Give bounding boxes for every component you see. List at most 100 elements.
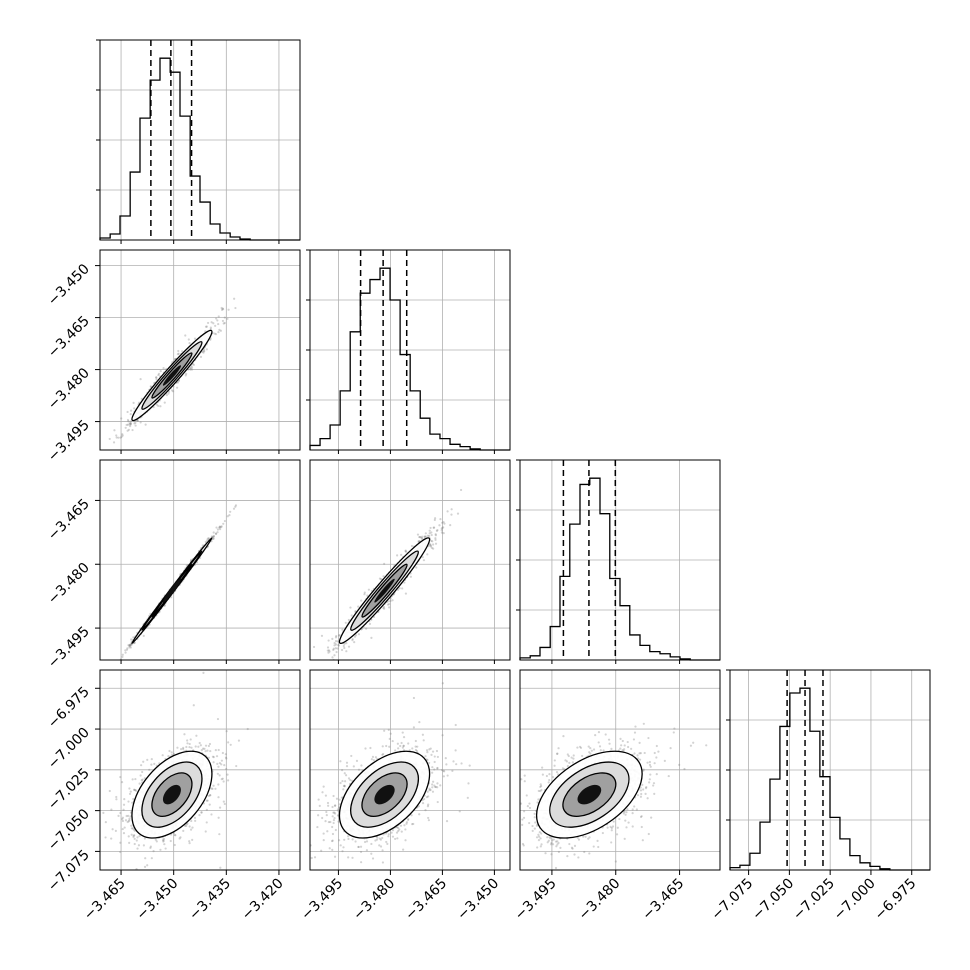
scatter-point: [131, 428, 134, 432]
scatter-point: [132, 870, 134, 872]
histogram-panel-3: [726, 669, 931, 871]
scatter-point: [121, 433, 124, 436]
histogram-step-line: [309, 267, 510, 451]
scatter-point: [343, 646, 346, 650]
scatter-point: [218, 526, 221, 529]
scatter-point: [429, 526, 432, 530]
scatter-point: [164, 847, 167, 850]
scatter-point: [184, 824, 187, 827]
scatter-point: [225, 730, 228, 733]
scatter-point: [212, 535, 215, 539]
scatter-point: [212, 322, 215, 325]
scatter-point: [136, 847, 139, 850]
scatter-point: [186, 739, 189, 742]
scatter-point: [190, 368, 194, 371]
scatter-point: [216, 762, 219, 765]
scatter-point: [143, 837, 146, 840]
scatter-point: [150, 763, 153, 766]
scatter-point: [235, 764, 238, 768]
scatter-point: [206, 539, 209, 542]
scatter-point: [338, 634, 341, 637]
scatter-point: [192, 704, 195, 707]
scatter-point: [187, 338, 190, 341]
scatter-point: [114, 829, 117, 833]
scatter-point: [345, 642, 348, 645]
scatter-point: [432, 526, 436, 529]
histogram-step-line: [729, 687, 930, 871]
scatter-point: [170, 389, 174, 392]
scatter-point: [172, 752, 175, 755]
scatter-point: [214, 333, 218, 336]
scatter-point: [120, 435, 123, 438]
scatter-point: [177, 379, 181, 382]
axes-frame: [99, 249, 301, 451]
scatter-point: [170, 751, 173, 754]
scatter-point: [133, 641, 136, 644]
scatter-point: [320, 634, 324, 637]
scatter-point: [168, 749, 171, 753]
scatter-point: [226, 773, 229, 776]
scatter-point: [184, 374, 187, 377]
scatter-point: [388, 603, 391, 606]
scatter-point: [182, 746, 185, 749]
scatter-point: [134, 424, 137, 427]
scatter-point: [149, 845, 152, 848]
scatter-point: [129, 413, 132, 416]
scatter-point: [131, 778, 134, 781]
scatter-point: [327, 660, 329, 662]
scatter-point: [215, 755, 219, 758]
scatter-point: [218, 528, 222, 531]
scatter-point: [218, 774, 221, 777]
scatter-point: [162, 839, 165, 842]
scatter-point: [246, 727, 249, 731]
scatter-point: [337, 643, 340, 647]
scatter-point: [221, 751, 224, 755]
scatter-point: [119, 841, 122, 844]
scatter-point: [178, 837, 181, 840]
scatter-point: [176, 381, 180, 384]
scatter-point: [129, 644, 132, 648]
scatter-point: [185, 372, 188, 375]
scatter-point: [220, 526, 223, 529]
scatter-point: [295, 700, 297, 702]
scatter-point: [228, 513, 231, 517]
scatter-point: [421, 555, 424, 559]
scatter-point: [234, 504, 238, 507]
scatter-point: [334, 647, 337, 650]
scatter-point: [139, 378, 142, 381]
scatter-point: [122, 803, 126, 806]
scatter-point: [370, 636, 373, 639]
scatter-point: [188, 840, 191, 843]
scatter-point: [220, 306, 223, 310]
scatter-point: [140, 764, 143, 767]
density-core: [162, 784, 181, 805]
scatter-point: [136, 836, 139, 839]
scatter-point: [124, 426, 127, 429]
scatter-point: [207, 744, 210, 748]
scatter-point: [132, 636, 135, 639]
scatter-point: [210, 813, 213, 816]
scatter-point: [130, 827, 133, 830]
scatter-point: [174, 834, 177, 837]
scatter-point: [220, 759, 224, 762]
scatter-point: [159, 405, 162, 408]
scatter-point: [423, 535, 427, 539]
scatter-point: [133, 422, 136, 425]
scatter-point: [128, 817, 131, 820]
histogram-step-line: [519, 477, 720, 661]
scatter-point: [128, 643, 131, 646]
scatter-point: [127, 800, 130, 803]
scatter-point: [177, 349, 180, 353]
scatter-point: [212, 535, 215, 538]
scatter-point: [441, 526, 444, 529]
scatter-point: [431, 540, 434, 543]
scatter-point: [434, 542, 438, 545]
scatter-panel-1-3: [309, 669, 511, 871]
scatter-point: [173, 833, 176, 837]
scatter-point: [161, 754, 164, 757]
scatter-point: [167, 392, 170, 395]
scatter-point: [107, 673, 109, 675]
scatter-point: [223, 519, 226, 523]
scatter-point: [303, 698, 305, 700]
scatter-points: [108, 297, 237, 444]
